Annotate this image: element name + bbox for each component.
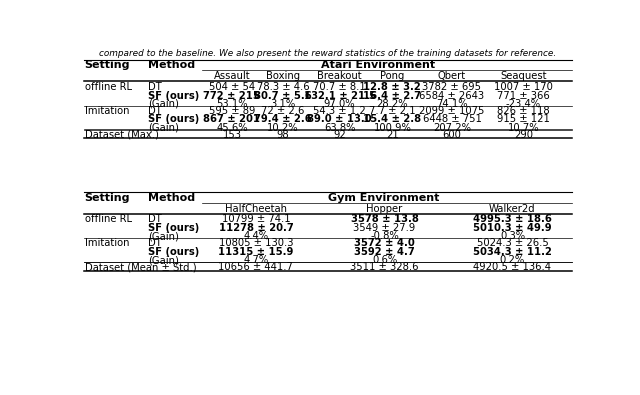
- Text: 79.4 ± 2.6: 79.4 ± 2.6: [254, 115, 312, 124]
- Text: offline RL: offline RL: [84, 82, 132, 92]
- Text: 78.3 ± 4.6: 78.3 ± 4.6: [257, 82, 309, 92]
- Text: 2099 ± 1075: 2099 ± 1075: [419, 106, 484, 116]
- Text: 3549 ± 27.9: 3549 ± 27.9: [353, 223, 416, 233]
- Text: 80.7 ± 5.6: 80.7 ± 5.6: [254, 90, 312, 100]
- Text: 132.1 ± 21.5: 132.1 ± 21.5: [303, 90, 376, 100]
- Text: 10656 ± 441.7: 10656 ± 441.7: [218, 262, 293, 272]
- Text: 6584 ± 2643: 6584 ± 2643: [419, 90, 484, 100]
- Text: 1007 ± 170: 1007 ± 170: [494, 82, 553, 92]
- Text: (Gain): (Gain): [148, 231, 179, 241]
- Text: 12.8 ± 3.2: 12.8 ± 3.2: [364, 82, 421, 92]
- Text: 45.6%: 45.6%: [216, 123, 248, 133]
- Text: 0.3%: 0.3%: [500, 231, 525, 241]
- Text: DT: DT: [148, 106, 162, 116]
- Text: 6448 ± 751: 6448 ± 751: [422, 115, 481, 124]
- Text: Hopper: Hopper: [367, 204, 403, 214]
- Text: Method: Method: [148, 193, 195, 203]
- Text: 28.2%: 28.2%: [376, 99, 408, 109]
- Text: Imitation: Imitation: [84, 106, 129, 116]
- Text: (Gain): (Gain): [148, 255, 179, 265]
- Text: Imitation: Imitation: [84, 238, 129, 248]
- Text: (Gain): (Gain): [148, 123, 179, 133]
- Text: 72 ± 2.6: 72 ± 2.6: [261, 106, 305, 116]
- Text: 53.1%: 53.1%: [216, 99, 248, 109]
- Text: SF (ours): SF (ours): [148, 223, 200, 233]
- Text: Pong: Pong: [380, 71, 404, 81]
- Text: 772 ± 215: 772 ± 215: [204, 90, 260, 100]
- Text: DT: DT: [148, 238, 162, 248]
- Text: 5010.3 ± 49.9: 5010.3 ± 49.9: [473, 223, 552, 233]
- Text: -23.4%: -23.4%: [506, 99, 541, 109]
- Text: 100.9%: 100.9%: [373, 123, 412, 133]
- Text: 600: 600: [443, 130, 461, 140]
- Text: SF (ours): SF (ours): [148, 115, 200, 124]
- Text: 54.3 ± 1.2: 54.3 ± 1.2: [313, 106, 366, 116]
- Text: 10805 ± 130.3: 10805 ± 130.3: [219, 238, 293, 248]
- Text: 0.6%: 0.6%: [372, 255, 397, 265]
- Text: SF (ours): SF (ours): [148, 247, 200, 257]
- Text: 3592 ± 4.7: 3592 ± 4.7: [354, 247, 415, 257]
- Text: 153: 153: [223, 130, 241, 140]
- Text: 504 ± 54: 504 ± 54: [209, 82, 255, 92]
- Text: 92: 92: [333, 130, 346, 140]
- Text: Setting: Setting: [84, 193, 130, 203]
- Text: -0.8%: -0.8%: [370, 231, 399, 241]
- Text: 4995.3 ± 18.6: 4995.3 ± 18.6: [473, 214, 552, 224]
- Text: Atari Environment: Atari Environment: [321, 60, 435, 70]
- Text: 10.7%: 10.7%: [508, 123, 539, 133]
- Text: DT: DT: [148, 82, 162, 92]
- Text: 97.0%: 97.0%: [324, 99, 355, 109]
- Text: 290: 290: [514, 130, 532, 140]
- Text: 915 ± 121: 915 ± 121: [497, 115, 550, 124]
- Text: 4.4%: 4.4%: [243, 231, 269, 241]
- Text: 771 ± 366: 771 ± 366: [497, 90, 550, 100]
- Text: 826 ± 118: 826 ± 118: [497, 106, 550, 116]
- Text: 63.8%: 63.8%: [324, 123, 355, 133]
- Text: Boxing: Boxing: [266, 71, 300, 81]
- Text: 11278 ± 20.7: 11278 ± 20.7: [218, 223, 293, 233]
- Text: 11315 ± 15.9: 11315 ± 15.9: [218, 247, 294, 257]
- Text: 207.2%: 207.2%: [433, 123, 471, 133]
- Text: Setting: Setting: [84, 60, 130, 70]
- Text: Dataset (Mean ± Std.): Dataset (Mean ± Std.): [84, 262, 196, 272]
- Text: compared to the baseline. We also present the reward statistics of the training : compared to the baseline. We also presen…: [99, 49, 557, 58]
- Text: 0.2%: 0.2%: [500, 255, 525, 265]
- Text: Breakout: Breakout: [317, 71, 362, 81]
- Text: (Gain): (Gain): [148, 99, 179, 109]
- Text: 4.7%: 4.7%: [243, 255, 269, 265]
- Text: 5034.3 ± 11.2: 5034.3 ± 11.2: [473, 247, 552, 257]
- Text: DT: DT: [148, 214, 162, 224]
- Text: Dataset (Max.): Dataset (Max.): [84, 130, 159, 140]
- Text: 16.4 ± 2.7: 16.4 ± 2.7: [364, 90, 421, 100]
- Text: Qbert: Qbert: [438, 71, 466, 81]
- Text: 595 ± 89: 595 ± 89: [209, 106, 255, 116]
- Text: 74.1%: 74.1%: [436, 99, 468, 109]
- Text: 89.0 ± 13.0: 89.0 ± 13.0: [307, 115, 372, 124]
- Text: Method: Method: [148, 60, 195, 70]
- Text: Walker2d: Walker2d: [489, 204, 536, 214]
- Text: 3578 ± 13.8: 3578 ± 13.8: [351, 214, 419, 224]
- Text: 7.7 ± 2.1: 7.7 ± 2.1: [369, 106, 415, 116]
- Text: 10.2%: 10.2%: [268, 123, 299, 133]
- Text: 5024.3 ± 26.5: 5024.3 ± 26.5: [477, 238, 548, 248]
- Text: Seaquest: Seaquest: [500, 71, 547, 81]
- Text: offline RL: offline RL: [84, 214, 132, 224]
- Text: Assault: Assault: [214, 71, 250, 81]
- Text: HalfCheetah: HalfCheetah: [225, 204, 287, 214]
- Text: 3782 ± 695: 3782 ± 695: [422, 82, 481, 92]
- Text: 70.7 ± 8.1: 70.7 ± 8.1: [313, 82, 366, 92]
- Text: 98: 98: [276, 130, 289, 140]
- Text: 21: 21: [386, 130, 399, 140]
- Text: Gym Environment: Gym Environment: [328, 193, 440, 203]
- Text: 3572 ± 4.0: 3572 ± 4.0: [354, 238, 415, 248]
- Text: 4920.5 ± 136.4: 4920.5 ± 136.4: [474, 262, 552, 272]
- Text: 867 ± 201: 867 ± 201: [204, 115, 260, 124]
- Text: 10799 ± 74.1: 10799 ± 74.1: [221, 214, 290, 224]
- Text: 3.1%: 3.1%: [271, 99, 296, 109]
- Text: SF (ours): SF (ours): [148, 90, 200, 100]
- Text: 3511 ± 328.6: 3511 ± 328.6: [350, 262, 419, 272]
- Text: 15.4 ± 2.8: 15.4 ± 2.8: [364, 115, 421, 124]
